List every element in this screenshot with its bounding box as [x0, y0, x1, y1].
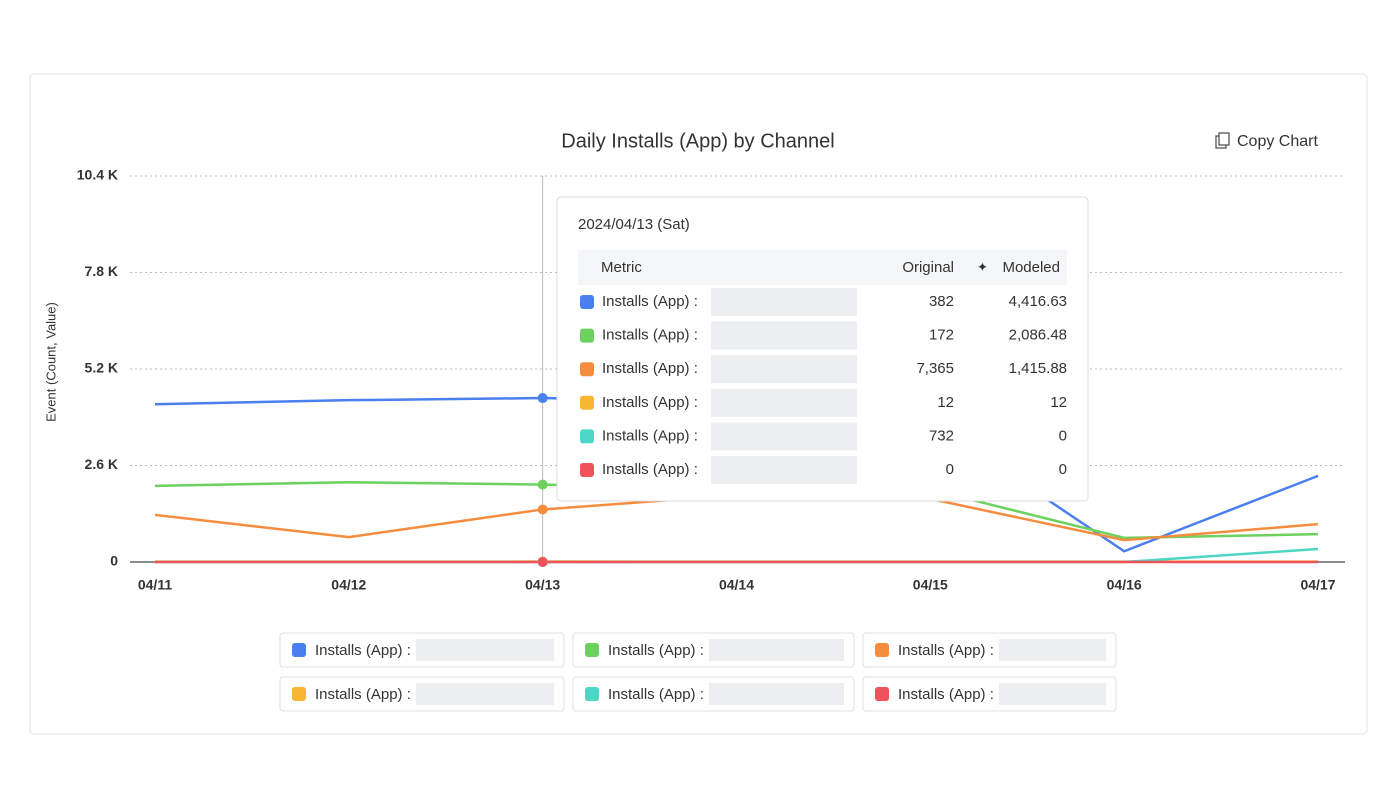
y-tick-label: 5.2 K: [85, 360, 118, 376]
redacted: [711, 389, 857, 417]
redacted: [999, 683, 1106, 705]
y-tick-label: 0: [110, 553, 118, 569]
tooltip-modeled: 1,415.88: [1009, 360, 1067, 377]
redacted: [711, 355, 857, 383]
legend-label[interactable]: Installs (App) :: [315, 642, 411, 659]
legend-swatch: [875, 643, 889, 657]
tooltip-metric: Installs (App) :: [602, 360, 698, 377]
legend-label[interactable]: Installs (App) :: [898, 642, 994, 659]
hover-point: [538, 480, 548, 490]
tooltip-modeled: 4,416.63: [1009, 293, 1067, 310]
tooltip-modeled: 2,086.48: [1009, 327, 1067, 344]
x-tick-label: 04/16: [1107, 577, 1142, 593]
legend-label[interactable]: Installs (App) :: [898, 686, 994, 703]
legend-item[interactable]: Installs (App) :: [573, 677, 854, 711]
tooltip-swatch: [580, 362, 594, 376]
tooltip-metric: Installs (App) :: [602, 394, 698, 411]
tooltip-original: 12: [937, 394, 954, 411]
tooltip-metric: Installs (App) :: [602, 293, 698, 310]
tooltip-swatch: [580, 396, 594, 410]
tooltip-original: 7,365: [916, 360, 954, 377]
tooltip-metric: Installs (App) :: [602, 461, 698, 478]
redacted: [711, 288, 857, 316]
tooltip-header: Metric: [601, 259, 642, 276]
tooltip-original: 172: [929, 327, 954, 344]
tooltip-modeled: 0: [1059, 461, 1067, 478]
legend-label[interactable]: Installs (App) :: [608, 642, 704, 659]
tooltip-modeled: 12: [1050, 394, 1067, 411]
tooltip-swatch: [580, 429, 594, 443]
y-axis-label: Event (Count, Value): [43, 302, 58, 422]
x-tick-label: 04/17: [1300, 577, 1335, 593]
x-tick-label: 04/12: [331, 577, 366, 593]
copy-chart-label[interactable]: Copy Chart: [1237, 133, 1318, 150]
redacted: [416, 639, 554, 661]
legend-label[interactable]: Installs (App) :: [315, 686, 411, 703]
y-tick-label: 10.4 K: [77, 167, 118, 183]
legend-swatch: [585, 643, 599, 657]
legend-item[interactable]: Installs (App) :: [280, 633, 564, 667]
legend-item[interactable]: Installs (App) :: [573, 633, 854, 667]
chart-title: Daily Installs (App) by Channel: [561, 130, 834, 152]
tooltip-modeled: 0: [1059, 427, 1067, 444]
tooltip-header-bg: [578, 250, 1067, 285]
tooltip-header: Modeled: [1002, 259, 1060, 276]
redacted: [416, 683, 554, 705]
tooltip-metric: Installs (App) :: [602, 327, 698, 344]
legend-item[interactable]: Installs (App) :: [863, 677, 1116, 711]
legend-swatch: [585, 687, 599, 701]
tooltip-header: Original: [902, 259, 954, 276]
legend-swatch: [292, 643, 306, 657]
hover-point: [538, 557, 548, 567]
redacted: [709, 639, 844, 661]
redacted: [709, 683, 844, 705]
tooltip-date: 2024/04/13 (Sat): [578, 216, 690, 233]
legend-item[interactable]: Installs (App) :: [863, 633, 1116, 667]
redacted: [711, 422, 857, 450]
redacted: [711, 322, 857, 350]
x-tick-label: 04/13: [525, 577, 560, 593]
tooltip-swatch: [580, 295, 594, 309]
sparkle-icon: ✦: [977, 259, 988, 274]
x-tick-label: 04/14: [719, 577, 754, 593]
legend-swatch: [875, 687, 889, 701]
y-tick-label: 7.8 K: [85, 263, 118, 279]
copy-icon: [1219, 133, 1229, 145]
tooltip-metric: Installs (App) :: [602, 427, 698, 444]
x-tick-label: 04/15: [913, 577, 948, 593]
redacted: [999, 639, 1106, 661]
tooltip-original: 382: [929, 293, 954, 310]
legend-item[interactable]: Installs (App) :: [280, 677, 564, 711]
hover-point: [538, 393, 548, 403]
x-tick-label: 04/11: [138, 577, 172, 593]
tooltip-original: 732: [929, 427, 954, 444]
tooltip-swatch: [580, 463, 594, 477]
hover-point: [538, 504, 548, 514]
legend-swatch: [292, 687, 306, 701]
y-tick-label: 2.6 K: [85, 456, 118, 472]
tooltip-original: 0: [946, 461, 954, 478]
redacted: [711, 456, 857, 484]
tooltip-swatch: [580, 329, 594, 343]
legend-label[interactable]: Installs (App) :: [608, 686, 704, 703]
